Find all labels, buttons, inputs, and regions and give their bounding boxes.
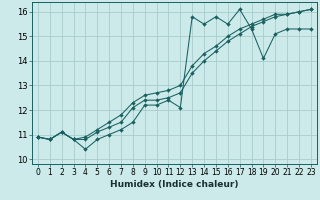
X-axis label: Humidex (Indice chaleur): Humidex (Indice chaleur) <box>110 180 239 189</box>
